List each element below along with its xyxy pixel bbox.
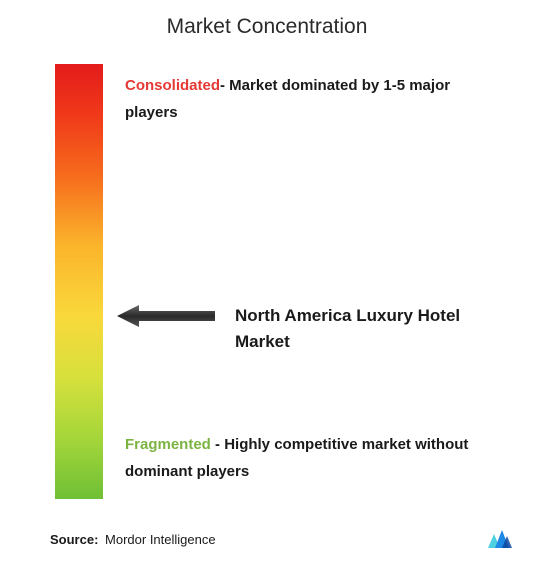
concentration-gradient-bar: [55, 64, 103, 499]
market-position-arrow: [117, 304, 215, 328]
fragmented-label: Fragmented - Highly competitive market w…: [125, 431, 504, 485]
fragmented-keyword: Fragmented: [125, 436, 211, 453]
source-citation: Source: Mordor Intelligence: [50, 532, 216, 547]
market-name-label: North America Luxury Hotel Market: [235, 303, 514, 354]
consolidated-keyword: Consolidated: [125, 77, 220, 94]
source-prefix: Source:: [50, 532, 98, 547]
chart-title: Market Concentration: [20, 15, 514, 39]
chart-area: Consolidated- Market dominated by 1-5 ma…: [55, 64, 514, 499]
arrow-left-icon: [117, 304, 215, 328]
mordor-logo-icon: [486, 528, 514, 550]
source-name: Mordor Intelligence: [105, 532, 216, 547]
consolidated-label: Consolidated- Market dominated by 1-5 ma…: [125, 72, 504, 126]
chart-footer: Source: Mordor Intelligence: [50, 528, 514, 550]
